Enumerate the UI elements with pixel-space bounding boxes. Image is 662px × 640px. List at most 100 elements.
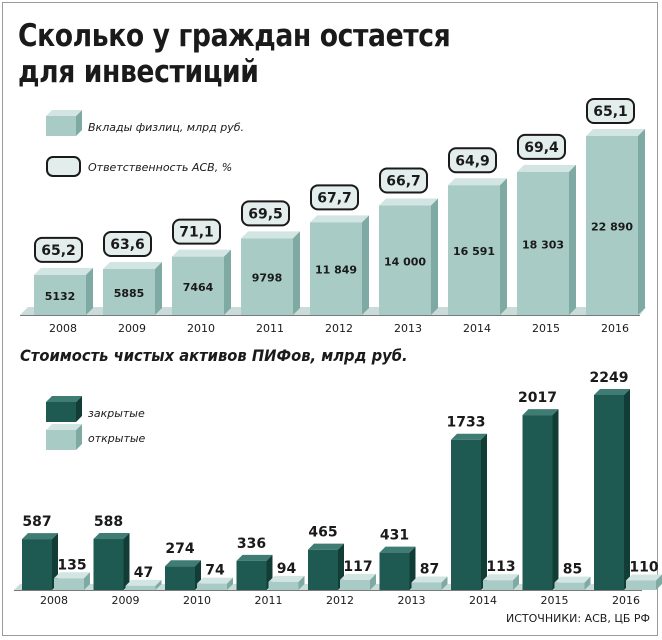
closed-bar-2013-top (379, 546, 416, 553)
asv-badge-2011 (241, 200, 290, 227)
deposit-bar-2016-top (586, 129, 645, 136)
open-bar-2016 (626, 574, 662, 590)
asv-badge-2010 (172, 218, 221, 245)
deposit-bar-2015-top (517, 164, 576, 172)
chart1-tick-2012: 2012 (325, 322, 353, 335)
closed-bar-2014 (451, 433, 487, 590)
closed-label-2013: 431 (380, 528, 409, 544)
deposit-label-2010: 7464 (183, 281, 214, 294)
legend-open-swatch-side (76, 424, 82, 450)
deposit-bar-2010-side (224, 249, 231, 315)
open-bar-2011-face (268, 581, 299, 590)
open-bar-2015-top (554, 576, 591, 583)
open-bar-2012-side (370, 573, 376, 590)
asv-label-2010: 71,1 (179, 225, 214, 241)
closed-bar-2008 (22, 533, 58, 590)
deposit-bar-2014-face (448, 185, 500, 315)
deposit-bar-2010-face (172, 256, 224, 315)
legend-deposits-label: Вклады физлиц, млрд руб. (88, 121, 244, 134)
open-bar-2011-side (298, 575, 305, 590)
closed-bar-2010 (165, 560, 201, 590)
chart2-tick-2016: 2016 (612, 594, 640, 607)
closed-bar-2012 (308, 543, 344, 590)
legend-deposits-swatch-top (46, 110, 82, 116)
open-bar-2015-side (584, 576, 591, 590)
chart2-tick-2015: 2015 (541, 594, 569, 607)
open-bar-2010-top (197, 577, 233, 584)
chart1-tick-2011: 2011 (256, 322, 284, 335)
legend-open-swatch (46, 430, 76, 450)
open-bar-2009 (125, 579, 162, 590)
deposit-bar-2014 (448, 178, 507, 315)
chart2-tick-2010: 2010 (183, 594, 211, 607)
legend-open-label: открытые (88, 432, 146, 445)
asv-badge-2015 (517, 133, 566, 160)
chart1-tick-2016: 2016 (601, 322, 629, 335)
open-bar-2008 (54, 572, 90, 590)
asv-badge-2016 (586, 98, 635, 124)
legend-asv-swatch (46, 156, 81, 177)
asv-badge-2014 (448, 147, 497, 174)
closed-bar-2015-top (522, 409, 559, 416)
asv-label-2014: 64,9 (455, 153, 490, 169)
closed-bar-2014-side (481, 433, 487, 590)
asv-badge-2013 (379, 167, 428, 194)
asv-label-2011: 69,5 (248, 206, 283, 222)
chart2-tick-2013: 2013 (398, 594, 426, 607)
closed-bar-2013-face (379, 552, 410, 590)
deposit-label-2009: 5885 (114, 287, 145, 300)
deposit-bar-2011-face (241, 238, 293, 315)
open-bar-2008-top (54, 572, 90, 579)
legend-open-swatch-top (46, 424, 82, 430)
asv-label-2009: 63,6 (110, 237, 145, 253)
open-label-2014: 113 (486, 559, 515, 575)
closed-bar-2010-face (165, 566, 195, 590)
deposit-bar-2012-top (310, 215, 369, 223)
deposit-bar-2009-side (155, 261, 162, 315)
closed-label-2010: 274 (165, 541, 194, 557)
open-bar-2010-side (227, 577, 233, 590)
asv-label-2008: 65,2 (41, 243, 76, 259)
chart-title: Сколько у граждан остается для инвестици… (18, 18, 451, 90)
open-bar-2008-side (84, 572, 90, 590)
deposit-bar-2012-side (362, 215, 369, 315)
open-bar-2012 (340, 573, 376, 590)
closed-bar-2008-side (52, 533, 58, 590)
deposit-bar-2013 (379, 198, 438, 315)
deposit-bar-2013-face (379, 205, 431, 315)
deposit-label-2013: 14 000 (384, 255, 426, 268)
closed-bar-2016-top (594, 389, 630, 395)
deposit-bar-2010 (172, 249, 231, 315)
deposit-bar-2011 (241, 231, 300, 315)
legend-asv-label: Ответственность АСВ, % (88, 161, 232, 174)
closed-bar-2009 (93, 533, 130, 590)
source-note: ИСТОЧНИКИ: АСВ, ЦБ РФ (506, 612, 650, 625)
chart2-tick-2009: 2009 (112, 594, 140, 607)
deposit-bar-2012-face (310, 222, 362, 315)
open-bar-2009-face (125, 585, 156, 590)
open-bar-2015 (554, 576, 591, 590)
open-bar-2009-top (125, 579, 162, 586)
deposit-label-2016: 22 890 (591, 221, 633, 234)
closed-bar-2011-top (236, 554, 273, 561)
deposit-bar-2015-side (569, 164, 576, 315)
chart1-tick-2014: 2014 (463, 322, 491, 335)
closed-label-2014: 1733 (447, 415, 486, 431)
deposit-bar-2009-face (103, 268, 155, 315)
deposit-label-2008: 5132 (45, 290, 76, 303)
closed-bar-2015-face (522, 415, 553, 590)
closed-bar-2008-face (22, 539, 52, 590)
closed-bar-2012-face (308, 549, 338, 590)
open-label-2010: 74 (205, 563, 225, 579)
open-bar-2011 (268, 575, 305, 590)
legend-deposits-swatch (46, 116, 76, 136)
title-line-1: Сколько у граждан остается (18, 18, 451, 54)
open-label-2013: 87 (420, 561, 439, 577)
chart1-tick-2010: 2010 (187, 322, 215, 335)
asv-badge-2012 (310, 184, 359, 211)
chart2-tick-2008: 2008 (40, 594, 68, 607)
open-bar-2012-face (340, 579, 370, 590)
open-label-2008: 135 (57, 557, 86, 573)
deposit-bar-2015-face (517, 171, 569, 315)
closed-bar-2013-side (409, 546, 416, 590)
